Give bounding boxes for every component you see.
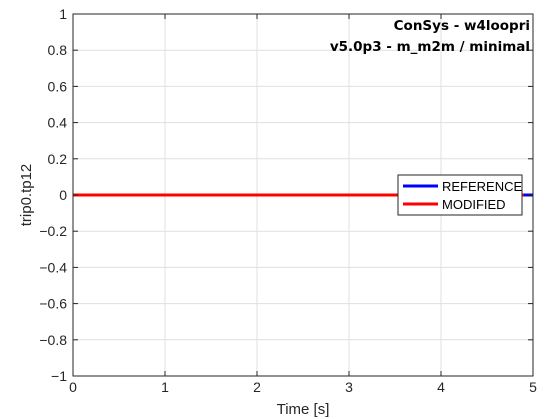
y-tick-label: 0.4	[48, 115, 68, 131]
x-tick-label: 0	[69, 379, 77, 395]
y-tick-label: −0.4	[39, 259, 67, 275]
x-tick-label: 1	[161, 379, 169, 395]
x-tick-label: 4	[437, 379, 445, 395]
legend: REFERENCE MODIFIED	[397, 174, 523, 216]
x-axis-label: Time [s]	[277, 401, 330, 418]
x-tick-label: 5	[529, 379, 537, 395]
x-tick-label: 2	[253, 379, 261, 395]
annotation-system: ConSys - w4loopri	[394, 18, 530, 34]
legend-box	[397, 174, 523, 216]
y-tick-label: 0	[59, 187, 67, 203]
x-tick-label: 3	[345, 379, 353, 395]
ticks	[72, 13, 534, 377]
y-tick-label: 1	[59, 6, 67, 22]
y-tick-label: −0.8	[39, 332, 67, 348]
y-tick-label: 0.6	[48, 78, 68, 94]
y-tick-label: 0.2	[48, 151, 68, 167]
y-tick-label: −0.6	[39, 296, 67, 312]
y-tick-label: −1	[51, 368, 67, 384]
legend-entry-modified: MODIFIED	[442, 197, 506, 212]
y-tick-label: 0.8	[48, 42, 68, 58]
annotation-version: v5.0p3 - m_m2m / minimal	[330, 39, 530, 55]
legend-entry-reference: REFERENCE	[442, 179, 523, 194]
y-tick-label: −0.2	[39, 223, 67, 239]
y-axis-label: trip0.tp12	[18, 164, 35, 227]
tick-labels: 0 1 2 3 4 5 1 0.8 0.6 0.4 0.2 0 −0.2 −0.4 −0.6 −0.8 −1	[39, 6, 537, 395]
